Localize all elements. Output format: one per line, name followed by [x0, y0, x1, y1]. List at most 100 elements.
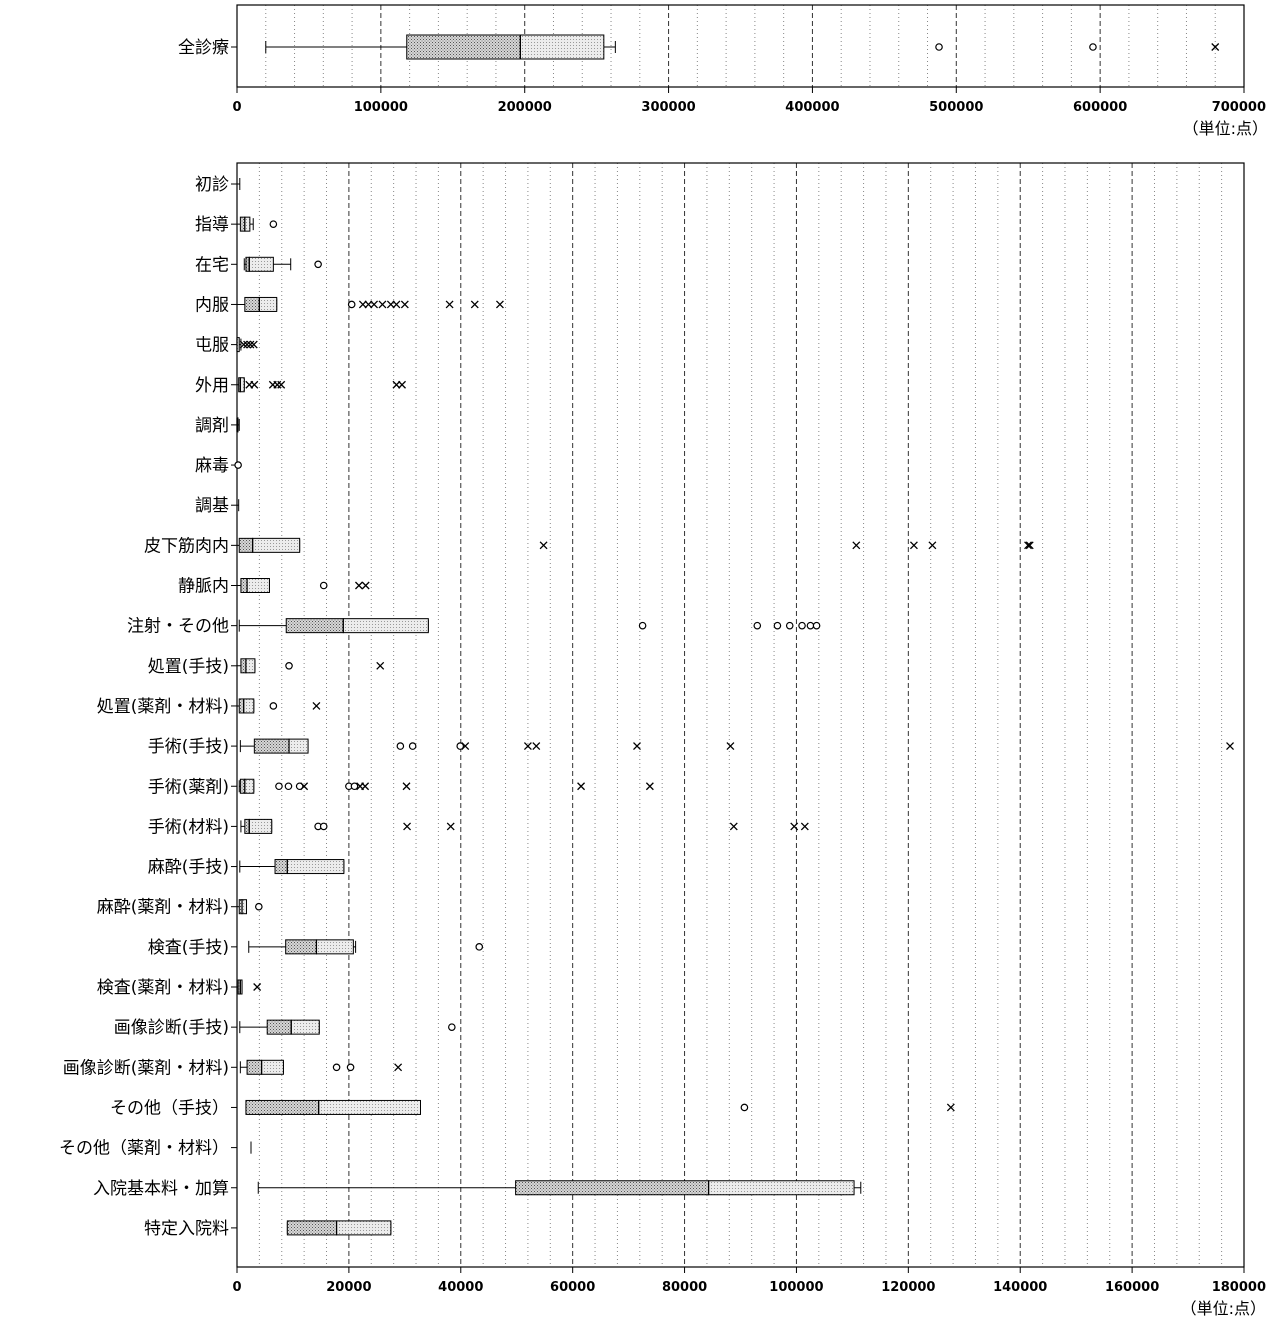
outlier-circle [812, 621, 821, 630]
category-label: 画像診断(薬剤・材料) [63, 1058, 229, 1078]
outlier-cross [364, 300, 373, 309]
outlier-cross [445, 300, 454, 309]
category-row: その他（手技） [110, 1098, 955, 1118]
bottom-unit-label: （単位:点） [1181, 1299, 1266, 1318]
category-row: 検査(手技) [148, 938, 484, 958]
outlier-cross [1226, 742, 1234, 751]
outlier-cross [250, 380, 259, 389]
outlier-cross [633, 742, 641, 751]
box-lower-half [239, 216, 246, 232]
box-upper-half [342, 618, 429, 634]
box-upper-half [261, 1059, 284, 1075]
x-tick-label: 60000 [550, 1280, 595, 1295]
outlier-circle [275, 782, 283, 791]
category-label: 麻酔(手技) [148, 858, 229, 878]
outlier-cross [461, 742, 470, 751]
category-label: 屯服 [195, 336, 229, 356]
category-label: 麻毒 [195, 456, 229, 476]
category-label: 特定入院料 [144, 1219, 229, 1239]
outlier-cross [403, 822, 412, 831]
box-lower-half [240, 578, 248, 593]
outlier-circle [798, 621, 806, 630]
outlier-circle [753, 621, 762, 630]
outlier-cross [361, 581, 370, 590]
outlier-cross [277, 380, 286, 389]
outlier-cross [361, 782, 370, 791]
outlier-circle [255, 902, 263, 911]
outlier-circle [785, 621, 794, 630]
outlier-cross [246, 340, 255, 349]
category-label: 指導 [195, 215, 229, 235]
outlier-cross [370, 300, 379, 309]
box-upper-half [286, 859, 345, 875]
category-label: 調剤 [195, 416, 229, 436]
category-row: 入院基本料・加算 [93, 1179, 862, 1199]
outlier-cross [239, 340, 248, 349]
x-tick-label: 160000 [1105, 1280, 1159, 1295]
x-tick-label: 80000 [662, 1280, 707, 1295]
category-row: 麻酔(手技) [148, 858, 345, 878]
category-row: 屯服 [195, 336, 258, 356]
outlier-circle [332, 1063, 341, 1072]
category-label: 処置(手技) [148, 657, 229, 677]
outlier-cross [800, 822, 809, 831]
box-upper-half [244, 778, 255, 794]
x-tick-label: 100000 [769, 1280, 823, 1295]
category-label: その他（手技） [110, 1098, 229, 1118]
box-lower-half [245, 1099, 320, 1115]
outlier-cross [394, 1063, 403, 1072]
category-label: 皮下筋肉内 [144, 536, 229, 556]
category-label: 麻酔(薬剤・材料) [97, 898, 229, 918]
outlier-cross [386, 300, 395, 309]
outlier-circle [285, 661, 293, 670]
category-row: 検査(薬剤・材料) [97, 978, 262, 998]
box-upper-half [243, 698, 255, 714]
category-row: 特定入院料 [144, 1219, 392, 1239]
outlier-circle [347, 300, 356, 309]
box-upper-half [252, 537, 301, 553]
category-row: その他（薬剤・材料） [59, 1139, 252, 1159]
outlier-circle [448, 1023, 456, 1031]
category-row: 処置(薬剤・材料) [97, 697, 321, 717]
box-lower-half [238, 537, 254, 553]
outlier-cross [1211, 43, 1220, 51]
category-label: 全診療 [178, 38, 229, 58]
category-row: 静脈内 [178, 577, 370, 597]
outlier-circle [456, 742, 465, 750]
box-upper-half [246, 578, 270, 593]
x-tick-label: 100000 [354, 100, 408, 115]
outlier-cross [532, 742, 541, 751]
outlier-circle [740, 1103, 749, 1112]
outlier-circle [806, 621, 815, 630]
box-lower-half [244, 296, 260, 312]
category-row: 手術(材料) [148, 817, 809, 837]
x-tick-label: 300000 [641, 100, 695, 115]
outlier-cross [392, 380, 401, 389]
box-lower-half [266, 1019, 292, 1035]
category-label: 注射・その他 [127, 617, 229, 637]
bottom-plot-frame [236, 162, 1245, 1268]
outlier-circle [408, 742, 417, 750]
outlier-cross [470, 300, 479, 309]
outlier-circle [269, 220, 278, 228]
category-label: 検査(薬剤・材料) [97, 978, 229, 998]
category-row: 皮下筋肉内 [144, 536, 1034, 556]
category-label: 在宅 [195, 255, 229, 275]
category-label: 外用 [195, 376, 229, 396]
box-upper-half [708, 1180, 855, 1196]
box-lower-half [274, 859, 288, 875]
top-unit-label: （単位:点） [1183, 119, 1268, 138]
box-upper-half [258, 296, 278, 312]
category-row: 外用 [195, 376, 406, 396]
outlier-cross [376, 661, 385, 670]
x-tick-label: 0 [232, 1280, 241, 1295]
category-row: 画像診断(薬剤・材料) [63, 1058, 403, 1078]
box-lower-half [238, 698, 245, 714]
outlier-circle [319, 581, 328, 590]
outlier-cross [523, 742, 532, 751]
category-row: 在宅 [195, 255, 322, 275]
box-upper-half [519, 34, 605, 60]
x-tick-label: 700000 [1212, 100, 1266, 115]
outlier-cross [358, 300, 367, 309]
